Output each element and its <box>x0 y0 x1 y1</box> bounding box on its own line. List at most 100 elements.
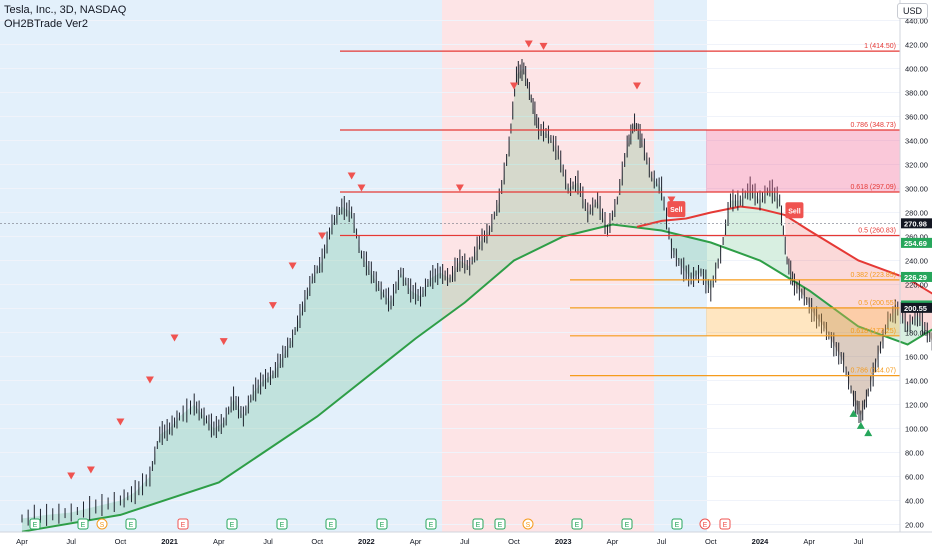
x-tick-label: Oct <box>311 537 324 546</box>
event-marker-label: E <box>675 522 680 529</box>
y-tick-label: 20.00 <box>905 521 924 530</box>
x-tick-label: 2021 <box>161 537 178 546</box>
buy-triangle-icon <box>849 409 858 417</box>
y-tick-label: 180.00 <box>905 329 928 338</box>
y-tick-label: 440.00 <box>905 17 928 26</box>
x-tick-label: Apr <box>803 537 815 546</box>
event-marker-label: E <box>33 522 38 529</box>
sell-triangle-icon <box>667 196 676 204</box>
sell-triangle-icon <box>86 466 95 474</box>
event-marker <box>77 518 89 530</box>
price-label-badge <box>901 271 932 282</box>
event-marker-label: E <box>129 522 134 529</box>
x-tick-label: Oct <box>705 537 718 546</box>
event-marker-label: E <box>703 522 708 529</box>
y-tick-label: 100.00 <box>905 425 928 434</box>
y-tick-label: 360.00 <box>905 113 928 122</box>
sell-triangle-icon <box>357 184 366 192</box>
event-marker-label: E <box>723 522 728 529</box>
event-marker-label: E <box>625 522 630 529</box>
price-label-badge <box>901 218 932 229</box>
trend-fill-red <box>784 214 932 417</box>
x-tick-label: Jul <box>657 537 667 546</box>
chart-title: Tesla, Inc., 3D, NASDAQ <box>4 4 127 16</box>
sell-triangle-icon <box>524 40 533 48</box>
bg-blue-region <box>0 0 442 532</box>
price-label-badge <box>901 237 932 248</box>
fib-label: 0.618 (297.09) <box>850 184 896 191</box>
price-label: 254.69 <box>904 239 927 248</box>
sell-triangle-icon <box>347 172 356 180</box>
y-tick-label: 300.00 <box>905 185 928 194</box>
event-marker <box>29 518 41 530</box>
price-label: 200.55 <box>904 304 927 313</box>
event-marker-label: E <box>380 522 385 529</box>
event-marker <box>276 518 288 530</box>
event-marker-label: S <box>100 522 105 529</box>
event-marker <box>177 518 189 530</box>
sell-triangle-icon <box>219 338 228 346</box>
y-tick-label: 140.00 <box>905 377 928 386</box>
sell-triangle-icon <box>145 376 154 384</box>
y-tick-label: 120.00 <box>905 401 928 410</box>
fib-label: 0.618 (177.25) <box>850 328 896 335</box>
buy-triangle-icon <box>864 429 873 437</box>
fib-label: 0.5 (260.83) <box>858 228 896 235</box>
event-marker-label: E <box>329 522 334 529</box>
event-marker <box>494 518 506 530</box>
fib-label: 0.382 (223.85) <box>850 272 896 279</box>
x-tick-label: Apr <box>213 537 225 546</box>
x-tick-label: Apr <box>607 537 619 546</box>
price-label: 270.98 <box>904 219 927 228</box>
y-tick-label: 400.00 <box>905 65 928 74</box>
fib-label: 1 (414.50) <box>864 43 896 50</box>
event-marker <box>472 518 484 530</box>
event-marker <box>621 518 633 530</box>
sell-triangle-icon <box>170 334 179 342</box>
fib-zone-pink <box>706 130 900 192</box>
event-marker <box>571 518 583 530</box>
signal-label: Sell <box>670 207 683 214</box>
sell-triangle-icon <box>288 262 297 270</box>
x-tick-label: Apr <box>410 537 422 546</box>
event-marker <box>671 518 683 530</box>
event-marker <box>719 518 731 530</box>
x-tick-label: 2022 <box>358 537 375 546</box>
x-tick-label: Oct <box>508 537 521 546</box>
event-marker-label: E <box>476 522 481 529</box>
y-tick-label: 340.00 <box>905 137 928 146</box>
event-marker <box>376 518 388 530</box>
event-marker <box>325 518 337 530</box>
y-tick-label: 420.00 <box>905 41 928 50</box>
event-marker <box>226 518 238 530</box>
fib-label: 0.786 (348.73) <box>850 122 896 129</box>
fib-zone-orange <box>706 307 900 336</box>
y-tick-label: 240.00 <box>905 257 928 266</box>
sell-triangle-icon <box>318 232 327 240</box>
event-marker-label: E <box>575 522 580 529</box>
x-tick-label: 2024 <box>752 537 770 546</box>
event-marker <box>522 518 534 530</box>
sell-triangle-icon <box>633 82 641 90</box>
y-tick-label: 280.00 <box>905 209 928 218</box>
bg-red-region <box>442 0 654 532</box>
y-tick-label: 80.00 <box>905 449 924 458</box>
signal-badge <box>667 201 686 218</box>
y-tick-label: 40.00 <box>905 497 924 506</box>
event-marker <box>699 518 711 530</box>
x-tick-label: Jul <box>66 537 76 546</box>
y-tick-label: 160.00 <box>905 353 928 362</box>
sell-triangle-icon <box>539 42 548 50</box>
y-tick-label: 380.00 <box>905 89 928 98</box>
trend-fill-green <box>22 68 932 532</box>
event-marker-label: E <box>230 522 235 529</box>
event-marker-label: E <box>429 522 434 529</box>
y-tick-label: 60.00 <box>905 473 924 482</box>
currency-button[interactable]: USD <box>896 3 928 19</box>
buy-triangle-icon <box>856 421 865 429</box>
x-tick-label: Jul <box>854 537 864 546</box>
y-tick-label: 220.00 <box>905 281 928 290</box>
event-marker-label: E <box>280 522 285 529</box>
event-marker-label: E <box>81 522 86 529</box>
